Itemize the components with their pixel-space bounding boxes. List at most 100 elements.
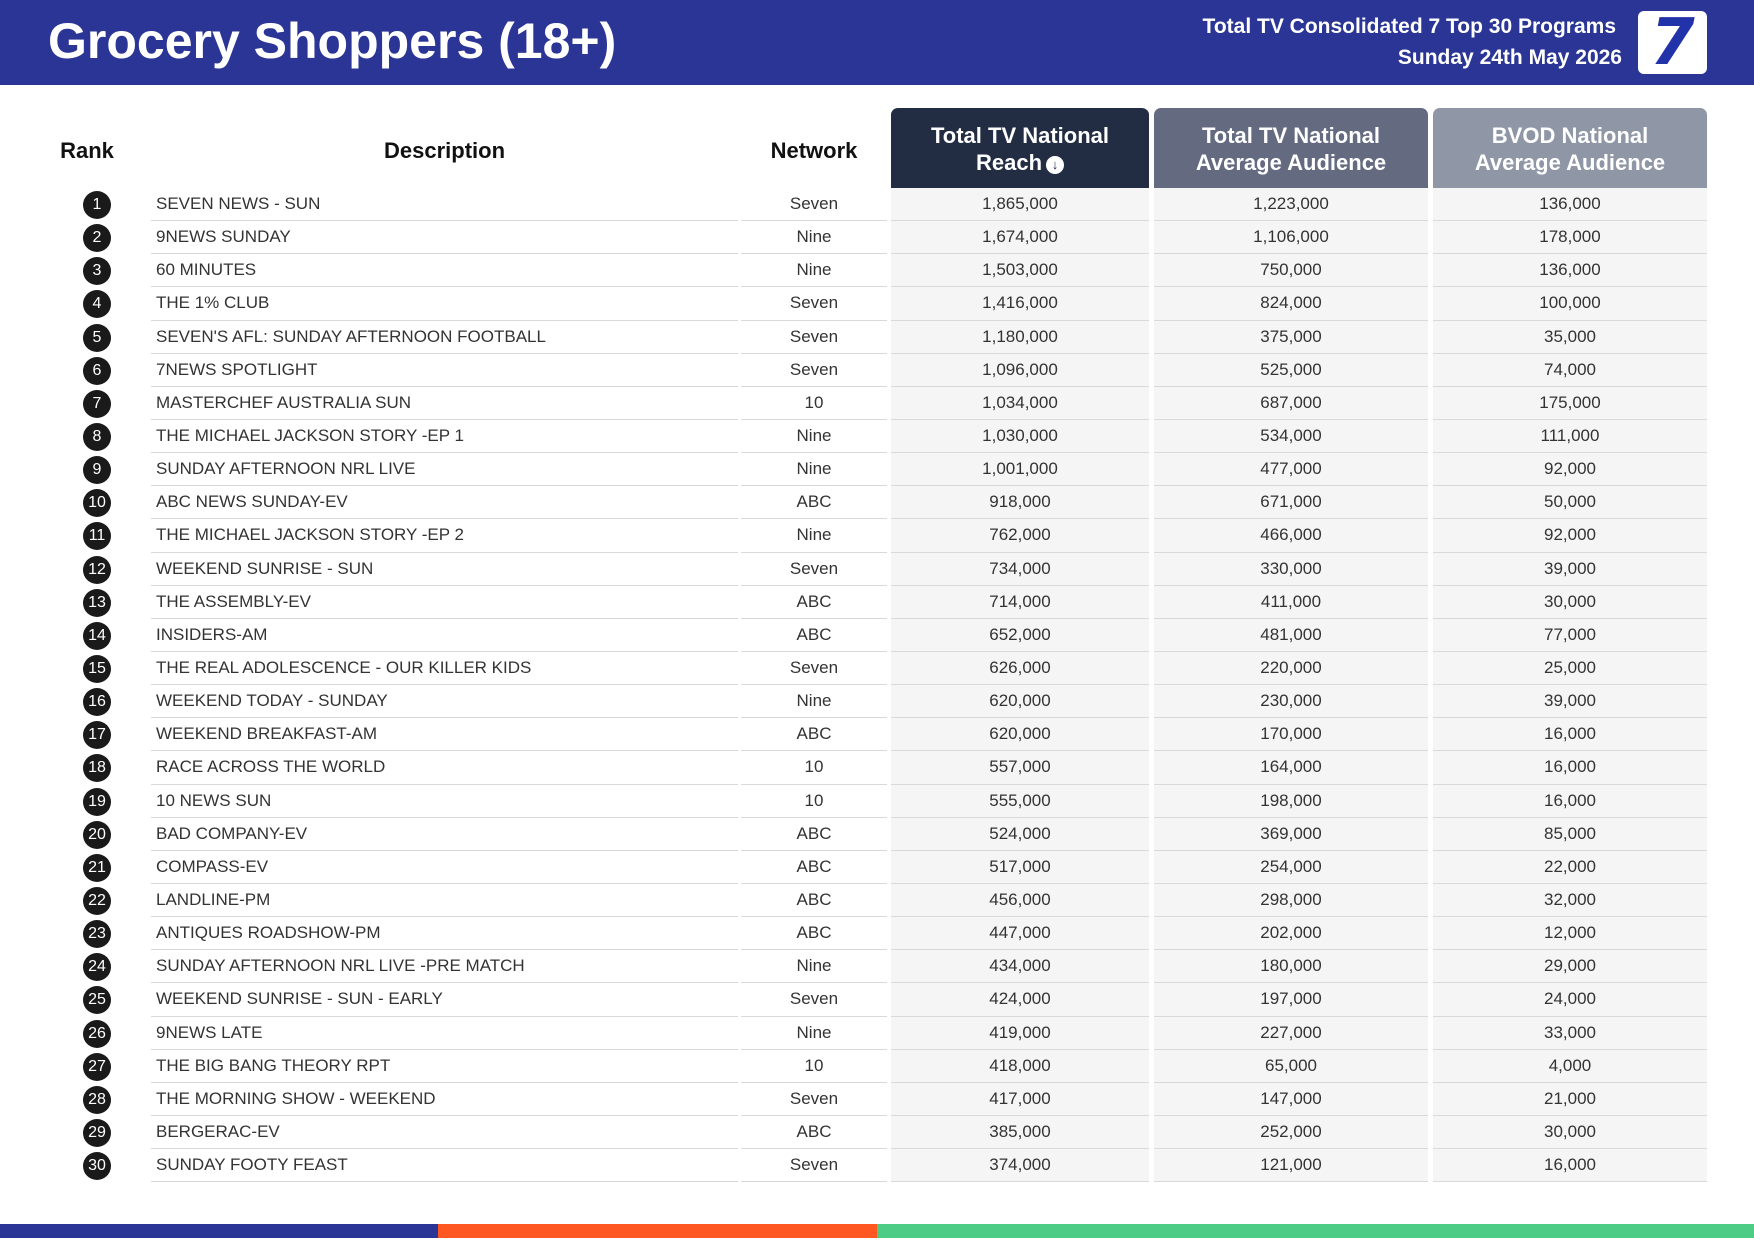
average-audience-value: 1,106,000	[1154, 221, 1428, 255]
table-row: 4 THE 1% CLUB Seven 1,416,000 824,000 100,000	[0, 287, 1754, 321]
table-row: 20 BAD COMPANY-EV ABC 524,000 369,000 85,000	[0, 818, 1754, 851]
reach-value: 557,000	[891, 751, 1149, 785]
program-description: THE MICHAEL JACKSON STORY -EP 2	[151, 519, 738, 553]
bvod-value: 35,000	[1433, 321, 1707, 354]
rank-badge: 9	[83, 456, 111, 485]
average-audience-value: 298,000	[1154, 884, 1428, 918]
network-cell: ABC	[741, 917, 887, 951]
program-description: 10 NEWS SUN	[151, 785, 738, 818]
table-row: 26 9NEWS LATE Nine 419,000 227,000 33,000	[0, 1017, 1754, 1050]
table-row: 19 10 NEWS SUN 10 555,000 198,000 16,000	[0, 785, 1754, 818]
average-audience-value: 525,000	[1154, 354, 1428, 387]
network-cell: ABC	[741, 486, 887, 520]
reach-value: 419,000	[891, 1017, 1149, 1050]
page-title: Grocery Shoppers (18+)	[48, 13, 617, 69]
network-cell: Nine	[741, 1017, 887, 1050]
column-header-avg-line1: Total TV National	[1201, 123, 1381, 148]
rank-badge: 5	[83, 323, 111, 352]
rank-badge: 1	[83, 191, 111, 219]
bvod-value: 136,000	[1433, 188, 1707, 222]
rank-badge: 16	[83, 688, 111, 717]
average-audience-value: 202,000	[1154, 917, 1428, 951]
program-description: THE 1% CLUB	[151, 287, 738, 321]
program-description: MASTERCHEF AUSTRALIA SUN	[151, 387, 738, 420]
program-description: LANDLINE-PM	[151, 884, 738, 918]
rank-badge: 2	[83, 224, 111, 253]
reach-value: 417,000	[891, 1083, 1149, 1116]
network-cell: Seven	[741, 1083, 887, 1116]
average-audience-value: 220,000	[1154, 652, 1428, 686]
table-row: 18 RACE ACROSS THE WORLD 10 557,000 164,000 1…	[0, 751, 1754, 785]
bvod-value: 16,000	[1433, 718, 1707, 752]
network-cell: Nine	[741, 453, 887, 487]
column-header-bvod[interactable]: BVOD National Average Audience	[1433, 108, 1707, 188]
table-row: 21 COMPASS-EV ABC 517,000 254,000 22,000	[0, 851, 1754, 884]
program-description: THE BIG BANG THEORY RPT	[151, 1050, 738, 1083]
average-audience-value: 197,000	[1154, 983, 1428, 1017]
reach-value: 1,034,000	[891, 387, 1149, 420]
reach-value: 374,000	[891, 1149, 1149, 1183]
rank-badge: 8	[83, 422, 111, 451]
column-header-average-audience[interactable]: Total TV National Average Audience	[1154, 108, 1428, 188]
table-row: 7 MASTERCHEF AUSTRALIA SUN 10 1,034,000 687,…	[0, 387, 1754, 420]
average-audience-value: 164,000	[1154, 751, 1428, 785]
average-audience-value: 121,000	[1154, 1149, 1428, 1183]
table-row: 27 THE BIG BANG THEORY RPT 10 418,000 65,000…	[0, 1050, 1754, 1083]
rank-badge: 15	[83, 654, 111, 683]
network-cell: ABC	[741, 1116, 887, 1150]
reach-value: 1,096,000	[891, 354, 1149, 387]
network-cell: Nine	[741, 221, 887, 255]
reach-value: 734,000	[891, 553, 1149, 586]
program-description: THE MICHAEL JACKSON STORY -EP 1	[151, 420, 738, 454]
bvod-value: 39,000	[1433, 553, 1707, 586]
network-cell: Nine	[741, 420, 887, 454]
program-description: COMPASS-EV	[151, 851, 738, 884]
bvod-value: 111,000	[1433, 420, 1707, 454]
average-audience-value: 750,000	[1154, 254, 1428, 288]
program-description: SUNDAY AFTERNOON NRL LIVE	[151, 453, 738, 487]
program-description: SUNDAY AFTERNOON NRL LIVE -PRE MATCH	[151, 950, 738, 984]
bvod-value: 30,000	[1433, 1116, 1707, 1150]
average-audience-value: 534,000	[1154, 420, 1428, 454]
rank-badge: 4	[83, 290, 111, 319]
table-row: 1 SEVEN NEWS - SUN Seven 1,865,000 1,223,000…	[0, 188, 1754, 222]
network-cell: 10	[741, 1050, 887, 1083]
network-cell: ABC	[741, 818, 887, 851]
network-cell: ABC	[741, 884, 887, 918]
average-audience-value: 824,000	[1154, 287, 1428, 321]
rank-badge: 22	[83, 886, 111, 915]
table-row: 17 WEEKEND BREAKFAST-AM ABC 620,000 170,000 1…	[0, 718, 1754, 752]
table-row: 13 THE ASSEMBLY-EV ABC 714,000 411,000 30,000	[0, 586, 1754, 619]
bvod-value: 100,000	[1433, 287, 1707, 321]
column-header-reach-line1: Total TV National	[930, 123, 1110, 148]
network-cell: Nine	[741, 519, 887, 553]
rank-badge: 10	[83, 489, 111, 518]
network-cell: Seven	[741, 354, 887, 387]
rank-badge: 14	[83, 621, 111, 650]
bvod-value: 77,000	[1433, 619, 1707, 652]
average-audience-value: 230,000	[1154, 685, 1428, 719]
bvod-value: 30,000	[1433, 586, 1707, 619]
bvod-value: 25,000	[1433, 652, 1707, 686]
program-description: WEEKEND BREAKFAST-AM	[151, 718, 738, 752]
rank-badge: 11	[83, 522, 111, 551]
programs-table: 1 SEVEN NEWS - SUN Seven 1,865,000 1,223,000…	[0, 188, 1754, 1183]
network-cell: Nine	[741, 950, 887, 984]
average-audience-value: 65,000	[1154, 1050, 1428, 1083]
table-row: 5 SEVEN'S AFL: SUNDAY AFTERNOON FOOTBALL S…	[0, 321, 1754, 354]
bvod-value: 50,000	[1433, 486, 1707, 520]
network-cell: Seven	[741, 287, 887, 321]
reach-value: 918,000	[891, 486, 1149, 520]
bvod-value: 178,000	[1433, 221, 1707, 255]
column-header-reach[interactable]: Total TV National Reach ↓	[891, 108, 1149, 188]
network-cell: Nine	[741, 254, 887, 288]
table-row: 30 SUNDAY FOOTY FEAST Seven 374,000 121,000 1…	[0, 1149, 1754, 1183]
table-row: 11 THE MICHAEL JACKSON STORY -EP 2 Nine 762…	[0, 519, 1754, 553]
column-header-description: Description	[383, 138, 506, 163]
reach-value: 1,416,000	[891, 287, 1149, 321]
average-audience-value: 481,000	[1154, 619, 1428, 652]
table-row: 9 SUNDAY AFTERNOON NRL LIVE Nine 1,001,000 4…	[0, 453, 1754, 487]
page-header: Grocery Shoppers (18+) Total TV Consolid…	[0, 0, 1754, 85]
average-audience-value: 411,000	[1154, 586, 1428, 619]
reach-value: 456,000	[891, 884, 1149, 918]
